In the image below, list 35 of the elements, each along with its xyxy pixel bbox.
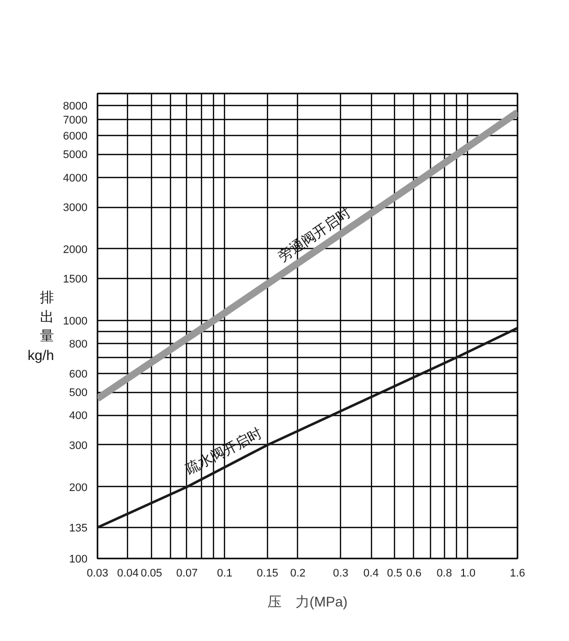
text: 疏水阀开启时	[182, 424, 264, 478]
x-tick-label: 0.03	[86, 568, 108, 580]
y-tick-label: 7000	[63, 114, 88, 126]
x-tick-label: 0.04	[117, 568, 139, 580]
x-tick-label: 0.2	[290, 568, 306, 580]
y-tick-label: 6000	[63, 130, 88, 142]
y-axis-title: 排出量 kg/h	[28, 289, 54, 363]
x-tick-label: 0.15	[256, 568, 278, 580]
y-tick-label: 600	[69, 368, 88, 380]
y-tick-label: 300	[69, 440, 88, 452]
x-tick-label: 0.6	[406, 568, 422, 580]
y-tick-label: 200	[69, 482, 88, 494]
y-tick-label: 500	[69, 387, 88, 400]
x-tick-label: 1.0	[460, 568, 476, 580]
y-tick-label: 3000	[63, 202, 88, 214]
y-tick-label: 135	[69, 522, 88, 534]
y-tick-label: 1500	[63, 274, 88, 286]
y-tick-label: 5000	[63, 149, 88, 162]
y-tick-label: 4000	[63, 172, 88, 184]
y-tick-label: 2000	[63, 244, 88, 256]
x-tick-label: 1.6	[510, 568, 526, 580]
x-tick-label: 0.4	[363, 568, 379, 580]
x-tick-label: 0.1	[217, 568, 232, 580]
x-tick-label: 0.3	[333, 568, 348, 580]
x-tick-label: 0.8	[436, 568, 452, 580]
y-tick-label: 1000	[63, 316, 88, 328]
y-tick-label: 100	[69, 554, 88, 566]
y-tick-label: 400	[69, 410, 88, 422]
y-tick-label: 800	[69, 338, 88, 351]
x-tick-label: 0.5	[387, 568, 402, 580]
x-tick-label: 0.05	[140, 568, 162, 580]
x-tick-label: 0.07	[176, 568, 198, 580]
y-tick-label: 8000	[63, 100, 88, 113]
text: 旁通阀开启时	[275, 204, 354, 265]
x-axis-title: 压 力(MPa)	[267, 594, 348, 610]
